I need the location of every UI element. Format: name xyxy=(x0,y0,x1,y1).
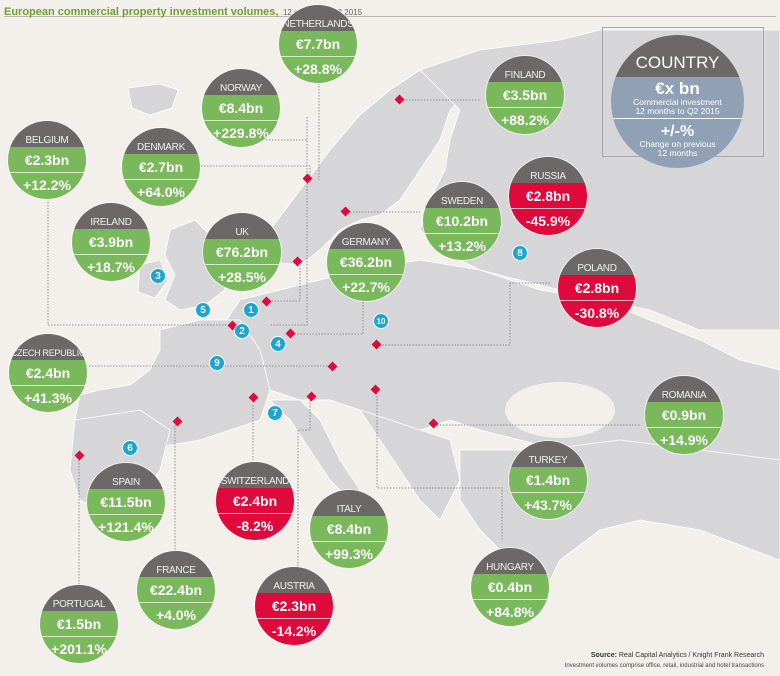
legend-value-section: €x bn Commercial investment 12 months to… xyxy=(611,77,744,119)
bubble-portugal: PORTUGAL €1.5bn +201.1% xyxy=(40,585,118,663)
bubble-italy: ITALY €8.4bn +99.3% xyxy=(310,490,388,568)
bubble-czech-republic: CZECH REPUBLIC €2.4bn +41.3% xyxy=(9,334,87,412)
source-text: Real Capital Analytics / Knight Frank Re… xyxy=(618,652,764,659)
legend-key: COUNTRY €x bn Commercial investment 12 m… xyxy=(611,35,744,168)
bubble-austria: AUSTRIA €2.3bn -14.2% xyxy=(255,567,333,645)
marker-5: 5 xyxy=(195,302,211,318)
bubble-russia: RUSSIA €2.8bn -45.9% xyxy=(509,157,587,235)
bubble-switzerland: SWITZERLAND €2.4bn -8.2% xyxy=(216,462,294,540)
country-value: €2.4bn xyxy=(216,488,294,514)
page-title: European commercial property investment … xyxy=(4,6,279,18)
country-value: €22.4bn xyxy=(137,577,215,603)
marker-10: 10 xyxy=(373,313,389,329)
country-value: €8.4bn xyxy=(202,95,280,121)
bubble-denmark: DENMARK €2.7bn +64.0% xyxy=(122,128,200,206)
bubble-uk: UK €76.2bn +28.5% xyxy=(203,213,281,291)
country-value: €7.7bn xyxy=(279,31,357,57)
country-value: €1.5bn xyxy=(40,611,118,637)
country-value: €2.4bn xyxy=(9,360,87,386)
country-value: €36.2bn xyxy=(327,249,405,275)
bubble-finland: FINLAND €3.5bn +88.2% xyxy=(486,56,564,134)
country-value: €2.8bn xyxy=(558,275,636,301)
country-value: €2.8bn xyxy=(509,183,587,209)
marker-7: 7 xyxy=(267,405,283,421)
source-line: Source: Real Capital Analytics / Knight … xyxy=(591,652,764,659)
legend-change-desc-2: 12 months xyxy=(657,148,698,158)
bubble-netherlands: NETHERLANDS €7.7bn +28.8% xyxy=(279,5,357,83)
source-label: Source: xyxy=(590,652,617,659)
bubble-germany: GERMANY €36.2bn +22.7% xyxy=(327,223,405,301)
legend-value-desc-1: Commercial investment xyxy=(633,96,722,107)
bubble-belgium: BELGIUM €2.3bn +12.2% xyxy=(8,121,86,199)
country-value: €2.3bn xyxy=(8,147,86,173)
country-value: €76.2bn xyxy=(203,239,281,265)
bubble-turkey: TURKEY €1.4bn +43.7% xyxy=(509,441,587,519)
country-value: €0.4bn xyxy=(471,574,549,600)
bubble-spain: SPAIN €11.5bn +121.4% xyxy=(87,463,165,541)
bubble-poland: POLAND €2.8bn -30.8% xyxy=(558,249,636,327)
country-value: €3.5bn xyxy=(486,82,564,108)
marker-6: 6 xyxy=(122,440,138,456)
legend-value: €x bn xyxy=(655,78,700,98)
country-value: €2.7bn xyxy=(122,154,200,180)
bubble-norway: NORWAY €8.4bn +229.8% xyxy=(202,69,280,147)
country-value: €10.2bn xyxy=(423,208,501,234)
bubble-ireland: IRELAND €3.9bn +18.7% xyxy=(72,203,150,281)
country-value: €3.9bn xyxy=(72,229,150,255)
country-value: €8.4bn xyxy=(310,516,388,542)
marker-8: 8 xyxy=(512,245,528,261)
marker-4: 4 xyxy=(270,336,286,352)
country-value: €11.5bn xyxy=(87,489,165,515)
country-value: €0.9bn xyxy=(645,402,723,428)
bubble-sweden: SWEDEN €10.2bn +13.2% xyxy=(423,182,501,260)
country-value: €2.3bn xyxy=(255,593,333,619)
bubble-france: FRANCE €22.4bn +4.0% xyxy=(137,551,215,629)
bubble-hungary: HUNGARY €0.4bn +84.8% xyxy=(471,548,549,626)
marker-9: 9 xyxy=(209,355,225,371)
source-note: Investment volumes comprise office, reta… xyxy=(564,663,764,669)
legend-value-desc-2: 12 months to Q2 2015 xyxy=(635,105,720,116)
legend-change-desc-1: Change on previous xyxy=(639,139,716,149)
marker-1: 1 xyxy=(243,302,259,318)
title-bar: European commercial property investment … xyxy=(4,2,776,18)
country-value: €1.4bn xyxy=(509,467,587,493)
bubble-romania: ROMANIA €0.9bn +14.9% xyxy=(645,376,723,454)
legend-change: +/-% xyxy=(660,123,695,140)
marker-2: 2 xyxy=(234,323,250,339)
marker-3: 3 xyxy=(150,268,166,284)
